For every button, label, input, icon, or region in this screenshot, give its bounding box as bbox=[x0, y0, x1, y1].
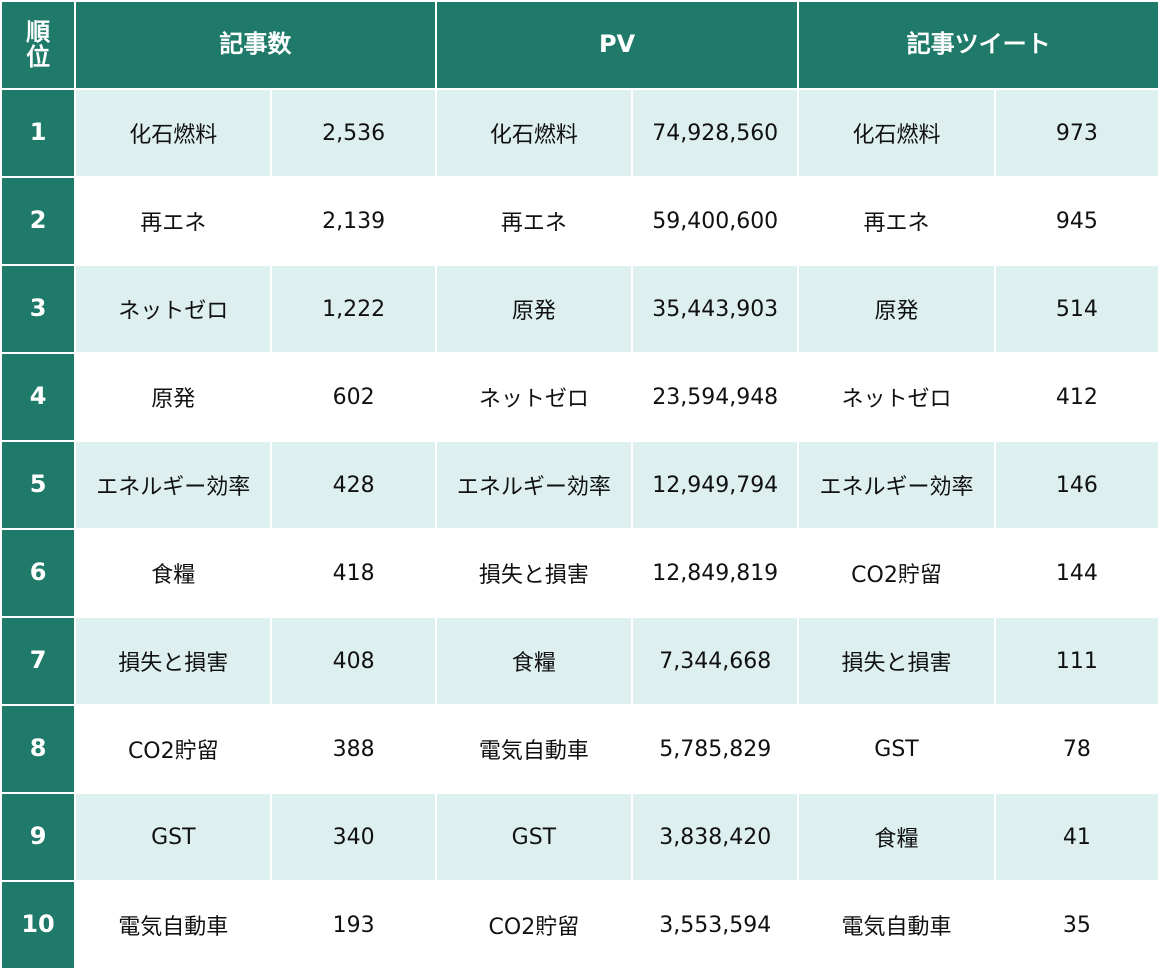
articles-topic-cell: 損失と損害 bbox=[76, 618, 271, 704]
tweets-count-cell: 41 bbox=[995, 794, 1158, 880]
rank-cell: 5 bbox=[2, 442, 75, 528]
pv-count-cell: 3,553,594 bbox=[633, 882, 798, 968]
articles-count-cell: 602 bbox=[272, 354, 435, 440]
table-row: 9 GST 340 GST 3,838,420 食糧 41 bbox=[2, 794, 1158, 880]
articles-topic-cell: GST bbox=[76, 794, 271, 880]
table-row: 2 再エネ 2,139 再エネ 59,400,600 再エネ 945 bbox=[2, 178, 1158, 264]
tweets-count-cell: 514 bbox=[995, 266, 1158, 352]
tweets-count-cell: 35 bbox=[995, 882, 1158, 968]
tweets-count-cell: 973 bbox=[995, 90, 1158, 176]
pv-topic-cell: 電気自動車 bbox=[436, 706, 632, 792]
articles-count-cell: 418 bbox=[272, 530, 435, 616]
pv-topic-cell: 化石燃料 bbox=[436, 90, 632, 176]
tweets-topic-cell: 損失と損害 bbox=[799, 618, 994, 704]
articles-topic-cell: 再エネ bbox=[76, 178, 271, 264]
tweets-topic-cell: GST bbox=[799, 706, 994, 792]
articles-count-cell: 408 bbox=[272, 618, 435, 704]
pv-topic-cell: 食糧 bbox=[436, 618, 632, 704]
rank-cell: 7 bbox=[2, 618, 75, 704]
tweets-count-cell: 78 bbox=[995, 706, 1158, 792]
tweets-topic-cell: 化石燃料 bbox=[799, 90, 994, 176]
pv-count-cell: 3,838,420 bbox=[633, 794, 798, 880]
table-row: 1 化石燃料 2,536 化石燃料 74,928,560 化石燃料 973 bbox=[2, 90, 1158, 176]
table-row: 5 エネルギー効率 428 エネルギー効率 12,949,794 エネルギー効率 146 bbox=[2, 442, 1158, 528]
tweets-count-cell: 945 bbox=[995, 178, 1158, 264]
table-row: 7 損失と損害 408 食糧 7,344,668 損失と損害 111 bbox=[2, 618, 1158, 704]
tweets-count-cell: 144 bbox=[995, 530, 1158, 616]
articles-topic-cell: 原発 bbox=[76, 354, 271, 440]
articles-topic-cell: ネットゼロ bbox=[76, 266, 271, 352]
tweets-topic-cell: エネルギー効率 bbox=[799, 442, 994, 528]
pv-topic-cell: エネルギー効率 bbox=[436, 442, 632, 528]
tweets-topic-cell: CO2貯留 bbox=[799, 530, 994, 616]
table-row: 4 原発 602 ネットゼロ 23,594,948 ネットゼロ 412 bbox=[2, 354, 1158, 440]
rank-cell: 8 bbox=[2, 706, 75, 792]
pv-count-cell: 23,594,948 bbox=[633, 354, 798, 440]
articles-topic-cell: 食糧 bbox=[76, 530, 271, 616]
table-row: 10 電気自動車 193 CO2貯留 3,553,594 電気自動車 35 bbox=[2, 882, 1158, 968]
pv-topic-cell: GST bbox=[436, 794, 632, 880]
articles-count-cell: 388 bbox=[272, 706, 435, 792]
tweets-group-header: 記事ツイート bbox=[799, 2, 1158, 88]
rank-header-line-1: 順 bbox=[26, 17, 51, 46]
table-row: 8 CO2貯留 388 電気自動車 5,785,829 GST 78 bbox=[2, 706, 1158, 792]
pv-topic-cell: 原発 bbox=[436, 266, 632, 352]
rank-cell: 2 bbox=[2, 178, 75, 264]
articles-topic-cell: 化石燃料 bbox=[76, 90, 271, 176]
pv-topic-cell: 損失と損害 bbox=[436, 530, 632, 616]
articles-group-header: 記事数 bbox=[76, 2, 435, 88]
rank-cell: 4 bbox=[2, 354, 75, 440]
tweets-topic-cell: ネットゼロ bbox=[799, 354, 994, 440]
rank-header-line-2: 位 bbox=[26, 43, 51, 71]
articles-count-cell: 193 bbox=[272, 882, 435, 968]
tweets-count-cell: 412 bbox=[995, 354, 1158, 440]
tweets-topic-cell: 原発 bbox=[799, 266, 994, 352]
pv-count-cell: 59,400,600 bbox=[633, 178, 798, 264]
rank-cell: 3 bbox=[2, 266, 75, 352]
header-row: 順 位 記事数 PV 記事ツイート bbox=[2, 2, 1158, 88]
articles-topic-cell: 電気自動車 bbox=[76, 882, 271, 968]
articles-topic-cell: エネルギー効率 bbox=[76, 442, 271, 528]
articles-count-cell: 2,536 bbox=[272, 90, 435, 176]
rank-cell: 9 bbox=[2, 794, 75, 880]
pv-count-cell: 12,949,794 bbox=[633, 442, 798, 528]
pv-count-cell: 12,849,819 bbox=[633, 530, 798, 616]
tweets-count-cell: 111 bbox=[995, 618, 1158, 704]
articles-topic-cell: CO2貯留 bbox=[76, 706, 271, 792]
pv-topic-cell: ネットゼロ bbox=[436, 354, 632, 440]
pv-topic-cell: CO2貯留 bbox=[436, 882, 632, 968]
articles-count-cell: 2,139 bbox=[272, 178, 435, 264]
tweets-topic-cell: 食糧 bbox=[799, 794, 994, 880]
pv-count-cell: 35,443,903 bbox=[633, 266, 798, 352]
articles-count-cell: 1,222 bbox=[272, 266, 435, 352]
rank-header: 順 位 bbox=[2, 2, 75, 88]
rank-cell: 6 bbox=[2, 530, 75, 616]
pv-group-header: PV bbox=[436, 2, 798, 88]
pv-count-cell: 7,344,668 bbox=[633, 618, 798, 704]
tweets-topic-cell: 再エネ bbox=[799, 178, 994, 264]
rank-cell: 1 bbox=[2, 90, 75, 176]
pv-count-cell: 5,785,829 bbox=[633, 706, 798, 792]
tweets-count-cell: 146 bbox=[995, 442, 1158, 528]
pv-topic-cell: 再エネ bbox=[436, 178, 632, 264]
articles-count-cell: 340 bbox=[272, 794, 435, 880]
rank-cell: 10 bbox=[2, 882, 75, 968]
table-row: 3 ネットゼロ 1,222 原発 35,443,903 原発 514 bbox=[2, 266, 1158, 352]
table-row: 6 食糧 418 損失と損害 12,849,819 CO2貯留 144 bbox=[2, 530, 1158, 616]
tweets-topic-cell: 電気自動車 bbox=[799, 882, 994, 968]
pv-count-cell: 74,928,560 bbox=[633, 90, 798, 176]
articles-count-cell: 428 bbox=[272, 442, 435, 528]
